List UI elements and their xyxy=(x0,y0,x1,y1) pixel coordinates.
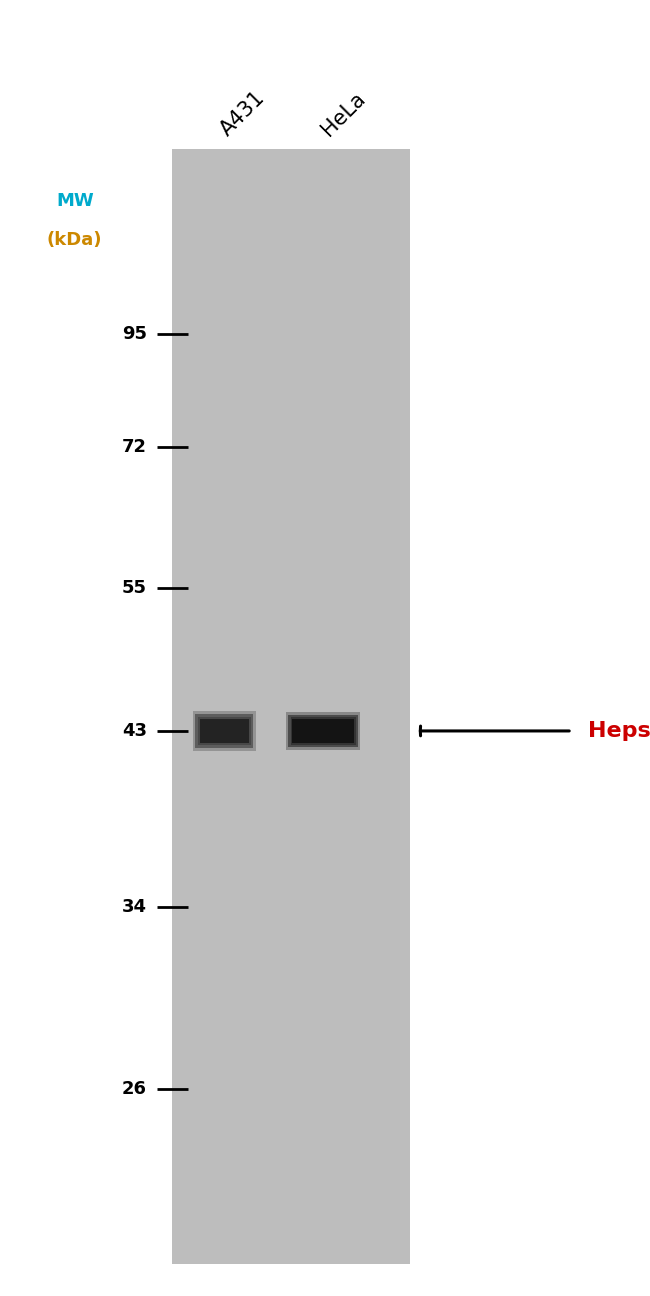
Text: HeLa: HeLa xyxy=(317,88,369,140)
Text: 34: 34 xyxy=(122,898,147,916)
Text: 95: 95 xyxy=(122,325,147,343)
Text: A431: A431 xyxy=(216,88,269,140)
Bar xyxy=(292,719,354,743)
Bar xyxy=(200,719,248,743)
Bar xyxy=(172,149,410,1264)
Text: 26: 26 xyxy=(122,1080,147,1098)
Bar xyxy=(288,714,358,748)
Bar xyxy=(192,710,255,752)
Text: Hepsin: Hepsin xyxy=(588,721,650,741)
Text: (kDa): (kDa) xyxy=(47,231,103,249)
Bar xyxy=(195,714,253,748)
Bar xyxy=(286,712,360,750)
Bar xyxy=(291,717,356,744)
Bar xyxy=(198,717,251,745)
Text: 43: 43 xyxy=(122,722,147,740)
Text: MW: MW xyxy=(56,192,94,210)
Text: 55: 55 xyxy=(122,579,147,597)
Text: 72: 72 xyxy=(122,438,147,456)
